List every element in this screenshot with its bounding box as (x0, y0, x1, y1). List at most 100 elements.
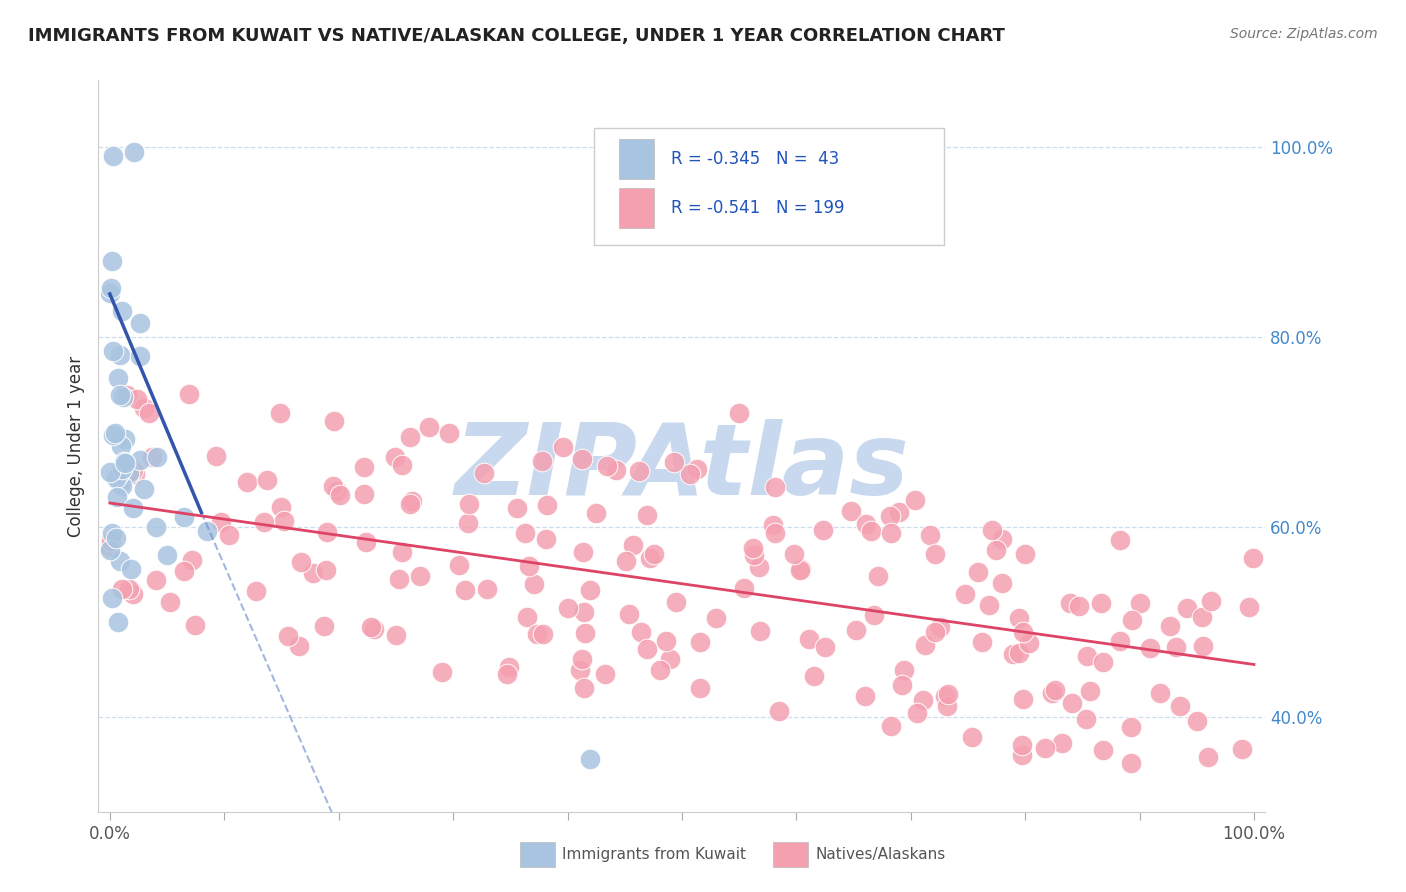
Point (98, 543, 121, 558)
Point (205, 449, 228, 463)
Point (914, 638, 936, 652)
Point (457, 516, 479, 531)
Point (1191, 610, 1213, 624)
Point (905, 706, 928, 720)
Point (658, 652, 681, 666)
Point (523, 577, 546, 591)
Point (108, 476, 131, 491)
Point (430, 665, 453, 680)
Point (353, 460, 375, 475)
Point (475, 582, 498, 596)
Point (643, 547, 665, 561)
Point (966, 565, 988, 579)
Text: R = -0.345   N =  43: R = -0.345 N = 43 (672, 150, 839, 168)
Point (1007, 611, 1029, 625)
Point (401, 494, 423, 508)
Point (277, 629, 299, 643)
Point (880, 526, 903, 541)
Point (107, 615, 129, 629)
Point (105, 531, 128, 545)
Point (762, 518, 785, 533)
Point (159, 594, 181, 608)
Point (103, 427, 125, 442)
Point (1168, 698, 1191, 713)
Point (103, 149, 125, 163)
Point (1001, 648, 1024, 662)
Point (986, 543, 1008, 558)
Point (605, 463, 627, 477)
Point (1108, 633, 1130, 648)
Point (763, 525, 786, 540)
Point (1241, 550, 1264, 565)
Point (112, 455, 135, 469)
Point (472, 466, 495, 480)
Point (100, 533, 122, 548)
Point (1201, 594, 1223, 608)
Point (893, 664, 915, 678)
Point (790, 562, 813, 576)
Point (129, 453, 152, 467)
Point (1175, 600, 1198, 615)
Point (814, 640, 837, 654)
Point (505, 500, 527, 515)
Point (253, 515, 276, 529)
Point (1197, 749, 1219, 764)
Point (531, 627, 554, 641)
Point (111, 462, 134, 476)
Point (173, 564, 195, 578)
Point (104, 471, 127, 485)
Point (813, 523, 835, 537)
Point (184, 618, 207, 632)
Point (1192, 639, 1215, 653)
Point (977, 598, 1000, 612)
Point (924, 547, 946, 561)
Point (1052, 736, 1074, 750)
Point (1060, 696, 1083, 710)
Point (105, 490, 128, 504)
Point (122, 145, 145, 159)
Point (173, 510, 195, 524)
Point (1033, 741, 1056, 756)
Point (384, 450, 406, 464)
Text: ZIPAtlas: ZIPAtlas (454, 419, 910, 516)
Point (596, 459, 619, 474)
Point (768, 704, 790, 718)
Point (360, 620, 382, 634)
Point (859, 524, 882, 539)
Point (1074, 712, 1097, 726)
Point (990, 532, 1012, 546)
Point (1067, 599, 1090, 614)
Point (458, 497, 481, 511)
Point (1043, 683, 1066, 698)
Point (498, 660, 520, 674)
Point (803, 669, 825, 683)
Point (301, 566, 323, 580)
Point (517, 558, 540, 573)
Point (1011, 624, 1033, 639)
Point (121, 463, 143, 477)
Point (782, 547, 804, 561)
Point (209, 515, 232, 529)
Point (574, 626, 596, 640)
Point (329, 487, 352, 501)
Point (636, 508, 658, 522)
Point (536, 532, 558, 546)
Point (928, 619, 950, 633)
Point (1185, 714, 1208, 729)
Text: Immigrants from Kuwait: Immigrants from Kuwait (562, 847, 747, 862)
Text: IMMIGRANTS FROM KUWAIT VS NATIVE/ALASKAN COLLEGE, UNDER 1 YEAR CORRELATION CHART: IMMIGRANTS FROM KUWAIT VS NATIVE/ALASKAN… (28, 27, 1005, 45)
Point (111, 391, 134, 405)
Point (100, 253, 122, 268)
Point (934, 689, 956, 703)
Text: Source: ZipAtlas.com: Source: ZipAtlas.com (1230, 27, 1378, 41)
Point (437, 426, 460, 441)
Point (125, 392, 148, 406)
Point (1008, 646, 1031, 660)
Point (953, 587, 976, 601)
Point (108, 467, 131, 482)
Point (569, 663, 592, 677)
Point (256, 473, 278, 487)
Point (839, 504, 862, 518)
Point (686, 461, 709, 475)
Point (124, 467, 146, 481)
